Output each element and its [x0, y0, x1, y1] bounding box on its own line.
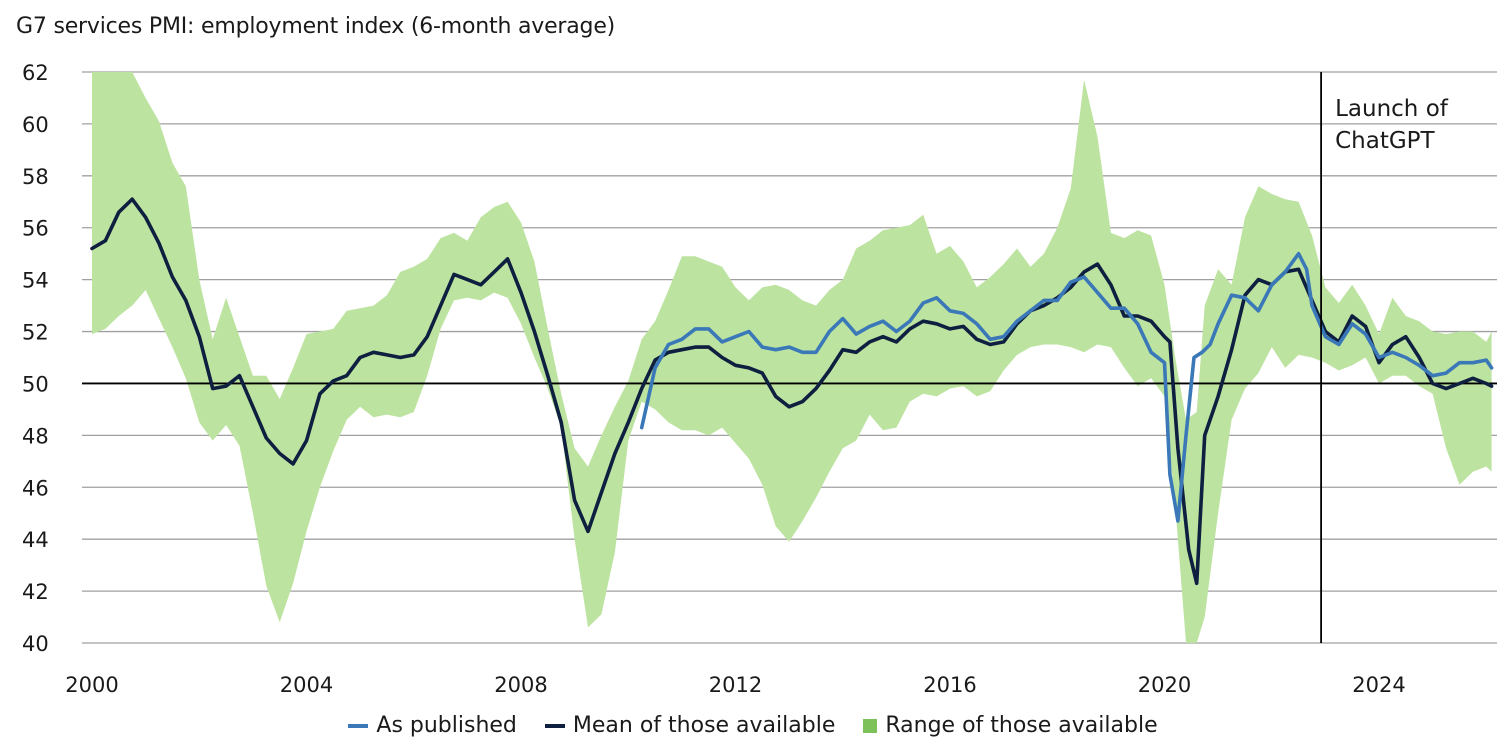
y-axis-ticks: 40 42 44 46 48 50 52 54 56 58 60 62 [22, 61, 49, 656]
x-tick-label: 2020 [1138, 673, 1191, 697]
range-layer [92, 72, 1492, 643]
y-tick-label: 60 [22, 113, 49, 137]
x-tick-label: 2024 [1352, 673, 1405, 697]
legend-swatch-range [863, 718, 878, 733]
y-tick-label: 54 [22, 269, 49, 293]
series-line-mean [90, 197, 1494, 586]
legend-item-as-published[interactable]: As published [348, 713, 517, 738]
legend-swatch-mean [544, 723, 565, 728]
y-tick-label: 56 [22, 217, 49, 241]
y-tick-label: 44 [22, 528, 49, 552]
x-tick-label: 2008 [494, 673, 547, 697]
y-tick-label: 40 [22, 632, 49, 656]
legend-label: Mean of those available [572, 713, 836, 738]
y-tick-label: 50 [22, 372, 49, 396]
y-tick-label: 62 [22, 61, 49, 85]
annotation-label-line: ChatGPT [1335, 128, 1435, 154]
annotation-label-line: Launch of [1335, 96, 1449, 122]
chart-title: G7 services PMI: employment index (6-mon… [16, 14, 616, 39]
x-tick-label: 2000 [65, 673, 118, 697]
lines-layer [90, 197, 1494, 586]
legend-item-range[interactable]: Range of those available [863, 713, 1158, 738]
range-area [92, 72, 1492, 643]
x-tick-label: 2004 [280, 673, 333, 697]
x-tick-label: 2016 [923, 673, 976, 697]
y-tick-label: 58 [22, 165, 49, 189]
annotation-layer: Launch of ChatGPT [1320, 72, 1449, 643]
legend: As published Mean of those available Ran… [0, 713, 1506, 738]
legend-label: As published [376, 713, 517, 738]
legend-label: Range of those available [885, 713, 1158, 738]
y-tick-label: 48 [22, 424, 49, 448]
x-axis-ticks: 2000 2004 2008 2012 2016 2020 2024 [65, 673, 1405, 697]
y-tick-label: 52 [22, 321, 49, 345]
legend-swatch-as-published [348, 723, 369, 728]
series-line-as-published [639, 251, 1494, 523]
legend-item-mean[interactable]: Mean of those available [544, 713, 836, 738]
y-tick-label: 42 [22, 580, 49, 604]
y-tick-label: 46 [22, 476, 49, 500]
x-tick-label: 2012 [709, 673, 762, 697]
